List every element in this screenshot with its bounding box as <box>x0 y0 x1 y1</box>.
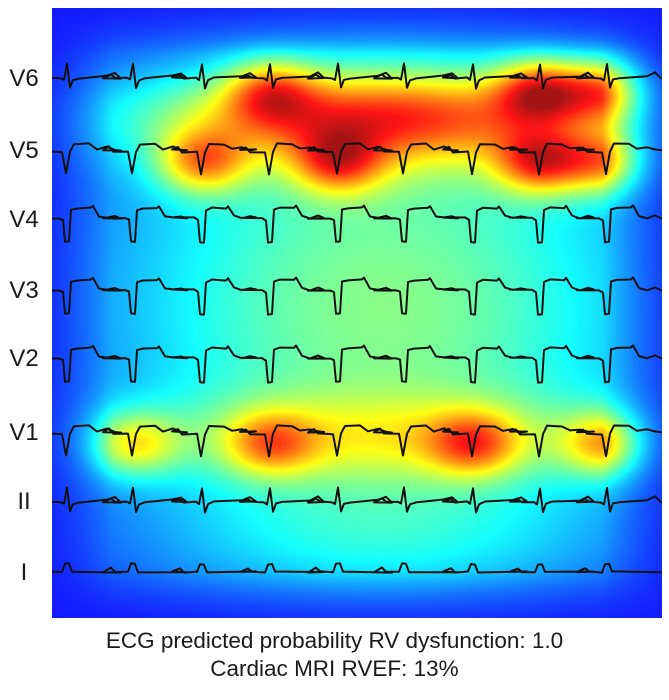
lead-label-v6: V6 <box>9 65 39 92</box>
ecg-trace-v2 <box>52 344 662 384</box>
ecg-trace-v6 <box>52 62 662 90</box>
saliency-heatmap <box>52 8 662 618</box>
lead-label-v5: V5 <box>9 137 39 164</box>
lead-label-ii: II <box>17 488 31 515</box>
lead-label-v3: V3 <box>9 277 39 304</box>
lead-label-i: I <box>20 559 28 586</box>
lead-label-v4: V4 <box>9 206 39 233</box>
ecg-trace-v5 <box>52 142 662 176</box>
ecg-traces <box>52 62 662 574</box>
heatmap-plot-area <box>52 8 662 618</box>
lead-label-v1: V1 <box>9 419 39 446</box>
ecg-trace-ii <box>52 486 662 514</box>
ecg-trace-v4 <box>52 204 662 244</box>
lead-label-v2: V2 <box>9 345 39 372</box>
ecg-trace-v3 <box>52 276 662 316</box>
ecg-trace-v1 <box>52 424 662 458</box>
caption-rvef: Cardiac MRI RVEF: 13% <box>210 656 459 681</box>
caption-prediction: ECG predicted probability RV dysfunction… <box>105 628 564 653</box>
ecg-trace-i <box>52 562 662 574</box>
